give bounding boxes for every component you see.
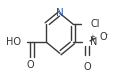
Text: Cl: Cl [90,19,100,29]
Text: O: O [100,32,107,42]
Text: +: + [90,34,95,40]
Text: N: N [90,37,97,47]
Text: O: O [27,60,35,70]
Text: N: N [56,8,64,18]
Text: O: O [83,62,91,72]
Text: HO: HO [6,37,21,47]
Text: ⁻: ⁻ [104,34,108,40]
